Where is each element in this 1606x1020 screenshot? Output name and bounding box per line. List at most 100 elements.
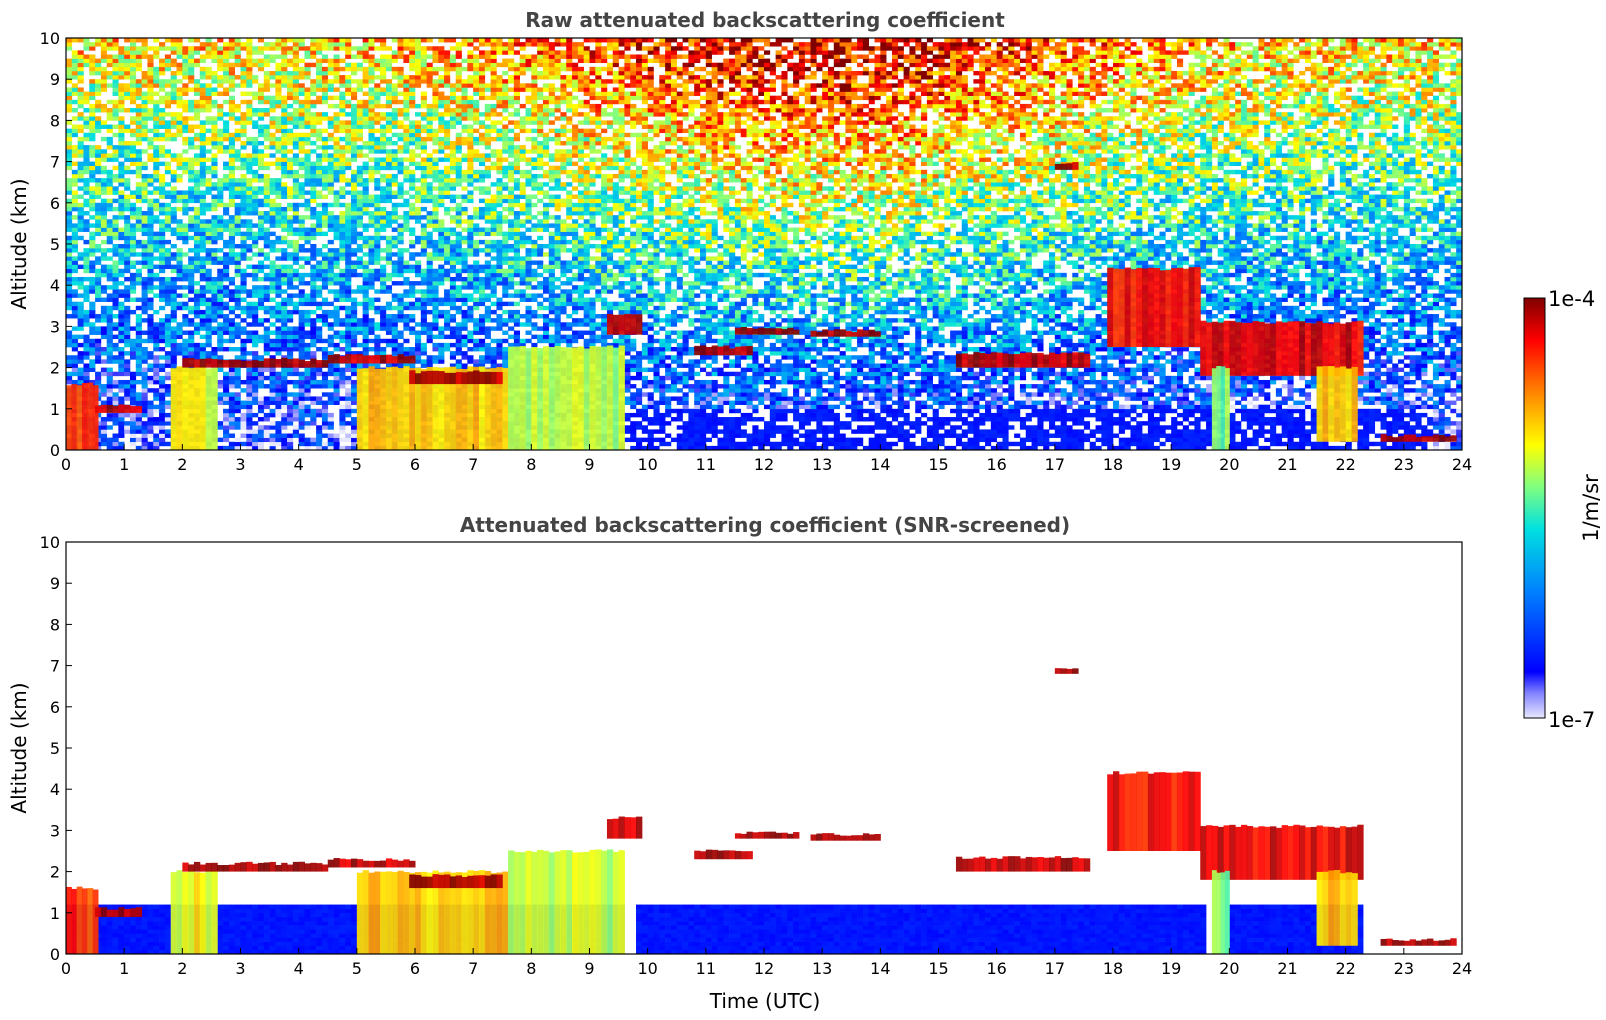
heatmap-cell bbox=[235, 157, 241, 161]
heatmap-cell bbox=[95, 355, 101, 359]
heatmap-cell bbox=[374, 38, 380, 42]
heatmap-cell bbox=[206, 75, 212, 79]
heatmap-cell bbox=[101, 190, 107, 194]
heatmap-cell bbox=[113, 413, 119, 417]
heatmap-cell bbox=[124, 248, 130, 252]
heatmap-cell bbox=[368, 92, 374, 96]
heatmap-cell bbox=[113, 87, 119, 91]
heatmap-cell bbox=[101, 285, 107, 289]
heatmap-cell bbox=[322, 207, 328, 211]
heatmap-cell bbox=[153, 125, 159, 129]
heatmap-cell bbox=[415, 269, 421, 273]
heatmap-cell bbox=[287, 392, 293, 396]
heatmap-cell bbox=[252, 396, 258, 400]
heatmap-cell bbox=[83, 63, 89, 67]
heatmap-cell bbox=[89, 92, 95, 96]
heatmap-cell bbox=[95, 153, 101, 157]
heatmap-cell bbox=[357, 256, 363, 260]
heatmap-cell bbox=[223, 178, 229, 182]
heatmap-cell bbox=[264, 145, 270, 149]
heatmap-cell bbox=[450, 195, 456, 199]
heatmap-cell bbox=[293, 331, 299, 335]
heatmap-cell bbox=[159, 380, 165, 384]
heatmap-cell bbox=[118, 293, 124, 297]
heatmap-cell bbox=[415, 322, 421, 326]
heatmap-cell bbox=[374, 63, 380, 67]
heatmap-cell bbox=[124, 260, 130, 264]
heatmap-cell bbox=[299, 186, 305, 190]
heatmap-cell bbox=[107, 380, 113, 384]
heatmap-cell bbox=[275, 269, 281, 273]
heatmap-cell bbox=[165, 298, 171, 302]
heatmap-cell bbox=[211, 141, 217, 145]
heatmap-cell bbox=[95, 71, 101, 75]
heatmap-cell bbox=[118, 145, 124, 149]
heatmap-cell bbox=[200, 207, 206, 211]
heatmap-cell bbox=[363, 92, 369, 96]
heatmap-cell bbox=[281, 306, 287, 310]
heatmap-cell bbox=[83, 372, 89, 376]
heatmap-cell bbox=[270, 219, 276, 223]
heatmap-cell bbox=[235, 46, 241, 50]
heatmap-cell bbox=[252, 384, 258, 388]
heatmap-cell bbox=[101, 384, 107, 388]
heatmap-cell bbox=[124, 59, 130, 63]
heatmap-cell bbox=[432, 112, 438, 116]
heatmap-cell bbox=[124, 392, 130, 396]
heatmap-cell bbox=[252, 392, 258, 396]
heatmap-cell bbox=[165, 207, 171, 211]
heatmap-cell bbox=[217, 298, 223, 302]
heatmap-cell bbox=[403, 42, 409, 46]
heatmap-cell bbox=[194, 219, 200, 223]
heatmap-cell bbox=[124, 67, 130, 71]
heatmap-cell bbox=[275, 335, 281, 339]
heatmap-cell bbox=[310, 199, 316, 203]
heatmap-cell bbox=[252, 318, 258, 322]
heatmap-cell bbox=[287, 46, 293, 50]
heatmap-cell bbox=[409, 326, 415, 330]
heatmap-cell bbox=[339, 120, 345, 124]
heatmap-cell bbox=[363, 331, 369, 335]
heatmap-cell bbox=[147, 178, 153, 182]
heatmap-cell bbox=[310, 244, 316, 248]
heatmap-cell bbox=[83, 178, 89, 182]
heatmap-cell bbox=[142, 318, 148, 322]
heatmap-cell bbox=[113, 71, 119, 75]
heatmap-cell bbox=[438, 112, 444, 116]
heatmap-cell bbox=[299, 256, 305, 260]
heatmap-cell bbox=[293, 195, 299, 199]
heatmap-cell bbox=[264, 425, 270, 429]
heatmap-cell bbox=[299, 413, 305, 417]
heatmap-cell bbox=[275, 421, 281, 425]
heatmap-cell bbox=[72, 182, 78, 186]
heatmap-cell bbox=[432, 215, 438, 219]
heatmap-cell bbox=[339, 186, 345, 190]
heatmap-cell bbox=[450, 149, 456, 153]
heatmap-cell bbox=[206, 137, 212, 141]
heatmap-cell bbox=[241, 388, 247, 392]
heatmap-cell bbox=[235, 232, 241, 236]
heatmap-cell bbox=[78, 59, 84, 63]
heatmap-cell bbox=[258, 149, 264, 153]
heatmap-cell bbox=[72, 178, 78, 182]
heatmap-cell bbox=[107, 190, 113, 194]
heatmap-cell bbox=[310, 170, 316, 174]
heatmap-cell bbox=[101, 149, 107, 153]
heatmap-cell bbox=[147, 145, 153, 149]
heatmap-cell bbox=[403, 87, 409, 91]
heatmap-cell bbox=[113, 438, 119, 442]
heatmap-cell bbox=[427, 244, 433, 248]
heatmap-cell bbox=[415, 343, 421, 347]
heatmap-cell bbox=[124, 425, 130, 429]
heatmap-cell bbox=[299, 425, 305, 429]
heatmap-cell bbox=[380, 256, 386, 260]
heatmap-cell bbox=[177, 322, 183, 326]
heatmap-cell bbox=[293, 347, 299, 351]
heatmap-cell bbox=[229, 182, 235, 186]
heatmap-cell bbox=[78, 87, 84, 91]
heatmap-cell bbox=[188, 256, 194, 260]
heatmap-cell bbox=[153, 186, 159, 190]
heatmap-cell bbox=[101, 71, 107, 75]
heatmap-cell bbox=[258, 141, 264, 145]
heatmap-cell bbox=[165, 96, 171, 100]
